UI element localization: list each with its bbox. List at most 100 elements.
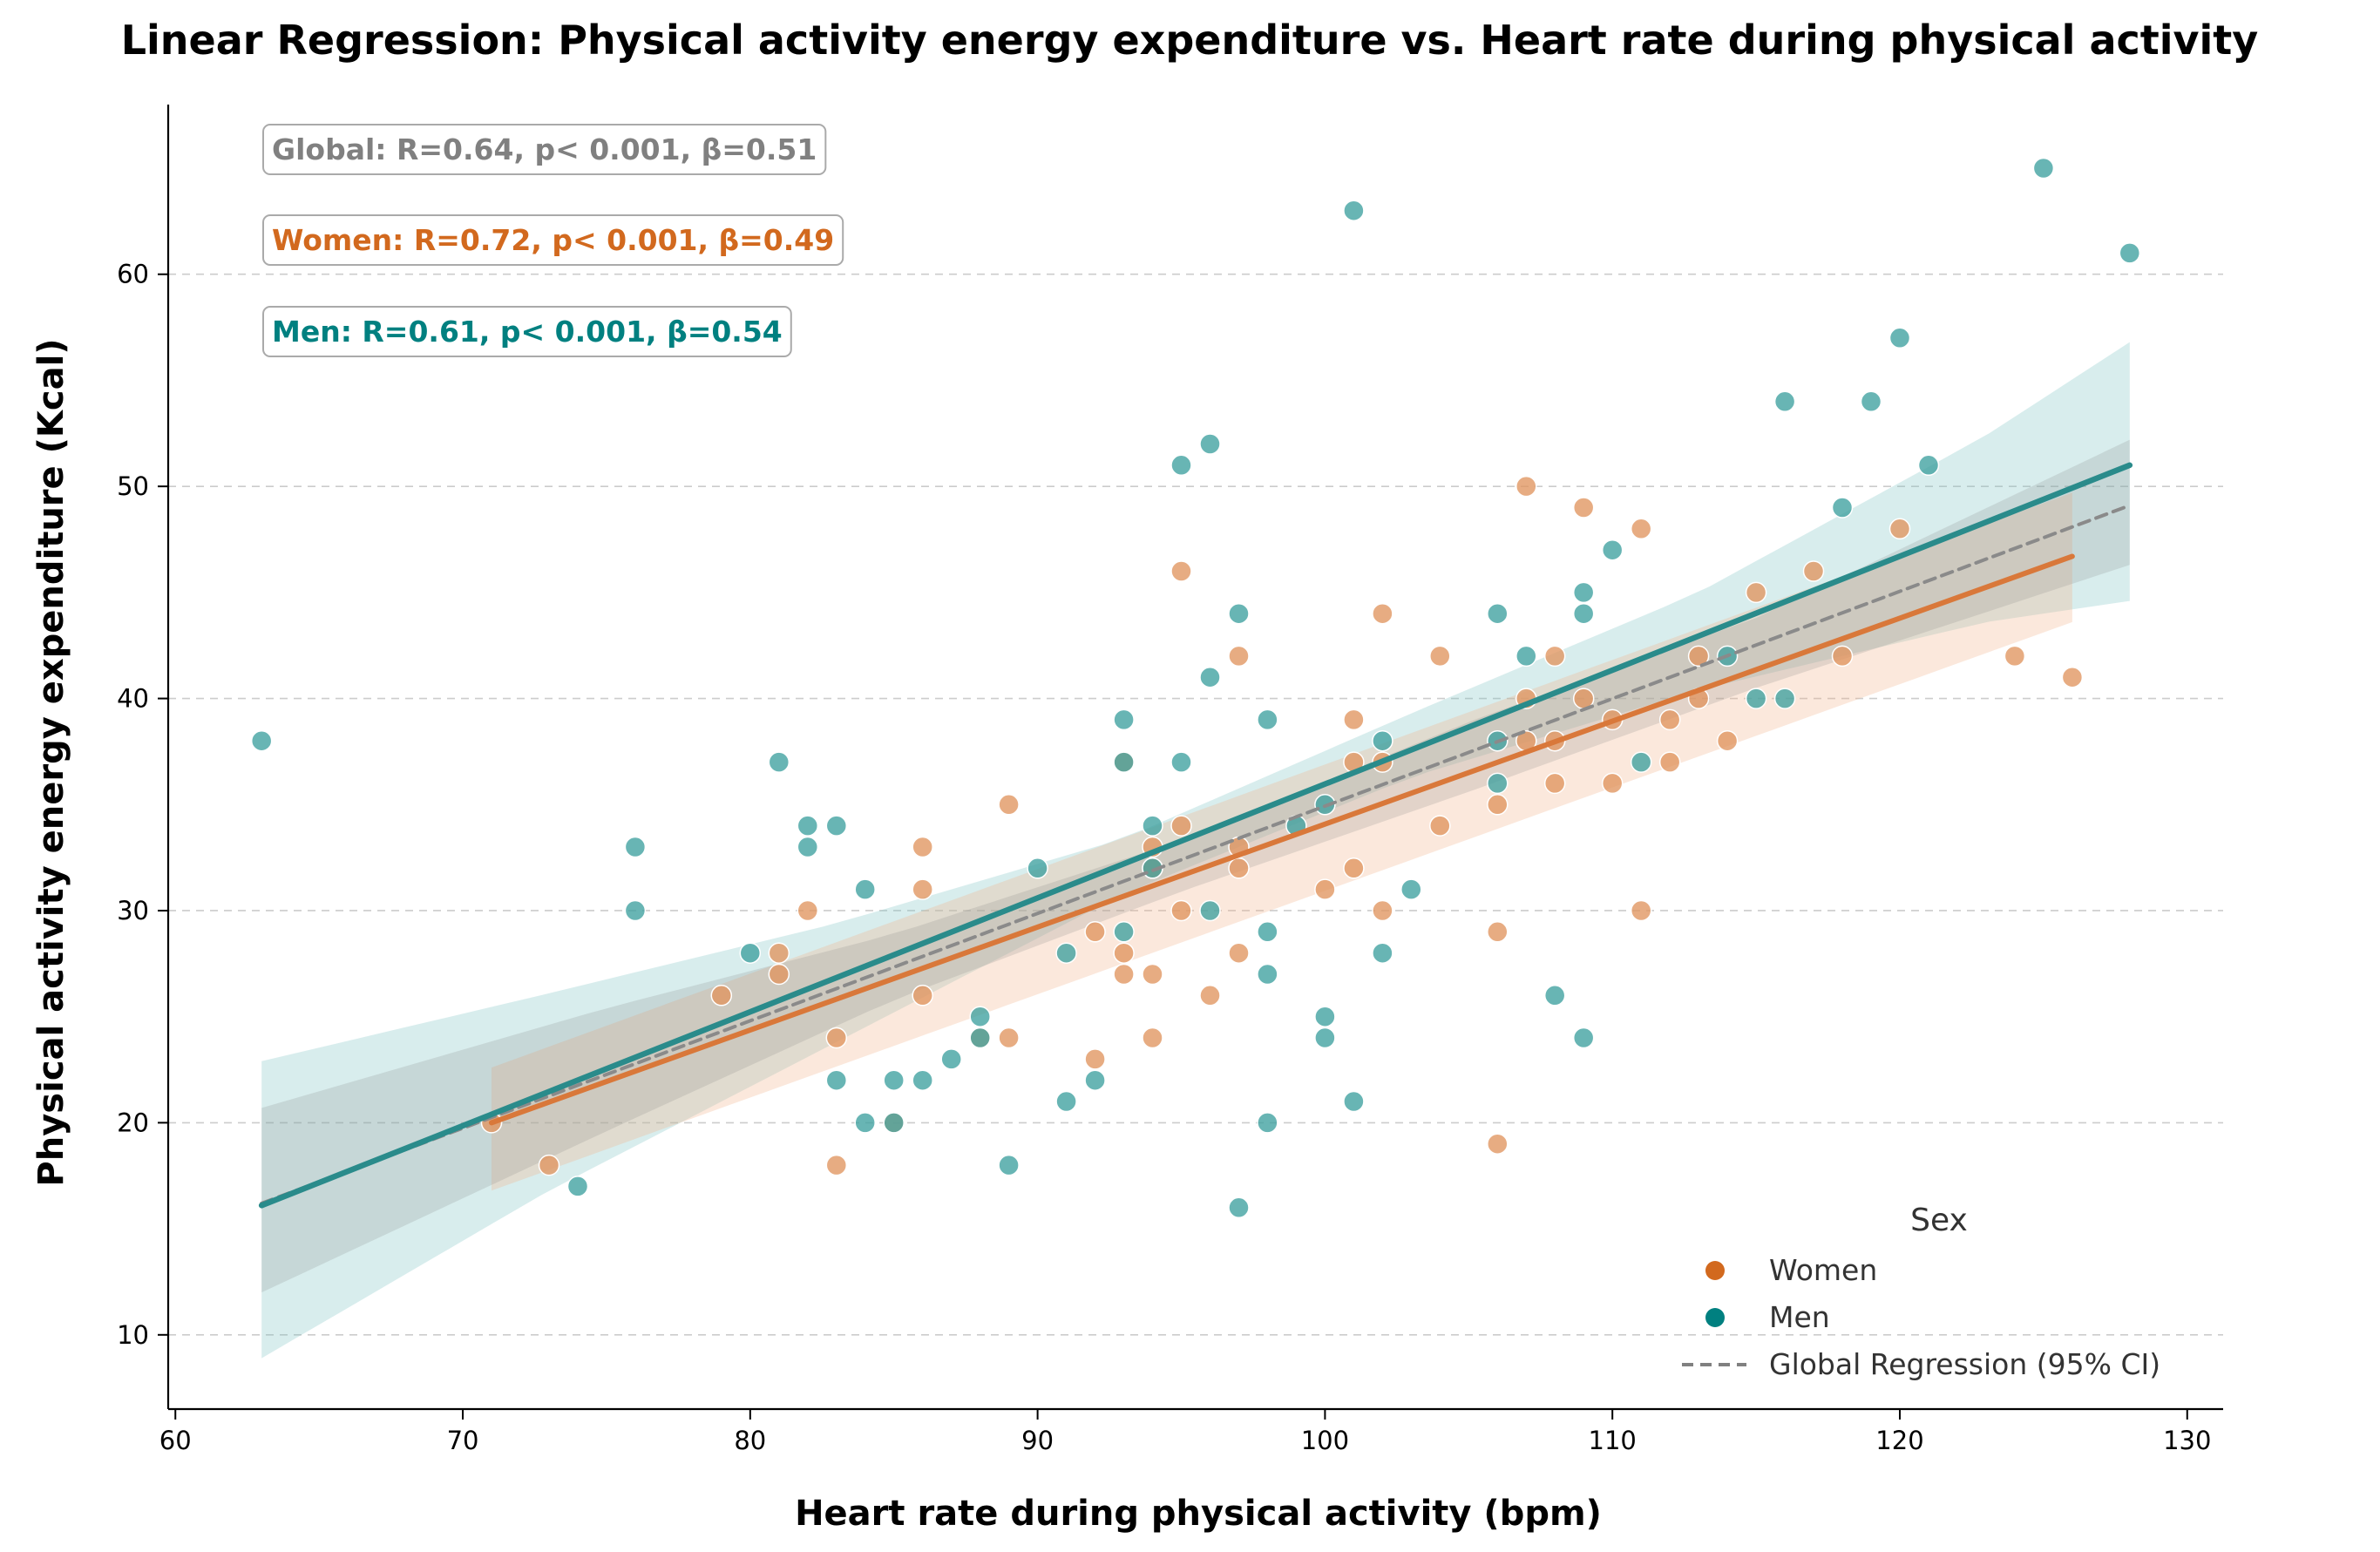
women-stats-annotation: Women: R=0.72, p< 0.001, β=0.49 bbox=[262, 214, 844, 266]
men-point bbox=[2032, 157, 2055, 180]
annotation-box bbox=[262, 214, 844, 266]
men-point bbox=[854, 1112, 876, 1134]
women-point bbox=[912, 878, 933, 900]
legend-item-men: Men bbox=[1705, 1300, 1830, 1334]
women-point bbox=[710, 985, 733, 1006]
women-point bbox=[1429, 815, 1451, 837]
men-point bbox=[1572, 1027, 1595, 1049]
women-point bbox=[825, 1154, 848, 1176]
women-point bbox=[1343, 857, 1365, 879]
men-point bbox=[1199, 899, 1221, 922]
women-point bbox=[768, 963, 790, 986]
women-point bbox=[998, 1027, 1020, 1049]
men-point bbox=[797, 836, 819, 858]
confidence-bands bbox=[261, 342, 2130, 1359]
women-point bbox=[1170, 560, 1192, 582]
men-point bbox=[1630, 751, 1652, 773]
men-point bbox=[1199, 666, 1221, 688]
women-point bbox=[1228, 942, 1250, 964]
women-point bbox=[1199, 985, 1221, 1006]
women-point bbox=[2004, 645, 2026, 668]
women-point bbox=[1543, 772, 1566, 795]
women-regression-line bbox=[489, 553, 2075, 1126]
women-point bbox=[1487, 794, 1509, 816]
men-point bbox=[1027, 857, 1048, 879]
women-point bbox=[1888, 518, 1911, 540]
men-point bbox=[969, 1006, 991, 1027]
men-point bbox=[1487, 772, 1509, 795]
tick-labels: 60 70 80 90 100 110 120 130 10 20 30 40 50 60 bbox=[117, 260, 2211, 1455]
women-point bbox=[797, 899, 819, 922]
x-tick-label: 110 bbox=[1589, 1426, 1637, 1455]
y-tick-label: 30 bbox=[117, 896, 149, 925]
scatter-points bbox=[250, 157, 2141, 1219]
y-tick-label: 10 bbox=[117, 1320, 149, 1350]
men-point bbox=[1257, 921, 1278, 943]
women-point bbox=[1372, 602, 1393, 625]
women-point bbox=[1658, 751, 1681, 773]
men-point bbox=[912, 1069, 933, 1091]
legend-item-global: Global Regression (95% CI) bbox=[1682, 1347, 2160, 1381]
men-point bbox=[1572, 602, 1595, 625]
y-tick-label: 50 bbox=[117, 471, 149, 501]
men-point bbox=[1142, 815, 1163, 837]
women-point bbox=[825, 1027, 848, 1049]
men-point bbox=[998, 1154, 1020, 1176]
legend-label: Men bbox=[1769, 1300, 1830, 1334]
men-point bbox=[624, 836, 647, 858]
men-point bbox=[1543, 985, 1566, 1006]
stats-annotations: Global: R=0.64, p< 0.001, β=0.51 Women: R… bbox=[262, 124, 844, 357]
men-point bbox=[883, 1069, 905, 1091]
men-point bbox=[1199, 433, 1221, 455]
x-tick-label: 60 bbox=[159, 1426, 192, 1455]
men-point bbox=[1113, 751, 1135, 773]
annotation-text: Men: R=0.61, p< 0.001, β=0.54 bbox=[272, 315, 783, 349]
men-point bbox=[1228, 1196, 1250, 1219]
women-point bbox=[1831, 645, 1854, 668]
women-point bbox=[1487, 921, 1509, 943]
x-tick-label: 130 bbox=[2163, 1426, 2211, 1455]
women-point bbox=[1716, 729, 1739, 752]
men-point bbox=[854, 878, 876, 900]
women-point bbox=[1372, 899, 1393, 922]
men-point bbox=[825, 815, 848, 837]
men-point bbox=[1055, 1090, 1077, 1113]
men-point bbox=[1515, 645, 1537, 668]
men-point bbox=[1860, 390, 1882, 413]
women-point bbox=[1142, 1027, 1163, 1049]
men-point bbox=[739, 942, 762, 964]
men-point bbox=[1400, 878, 1422, 900]
women-point bbox=[1113, 942, 1135, 964]
women-point bbox=[1572, 497, 1595, 518]
women-point bbox=[912, 985, 933, 1006]
women-point bbox=[1084, 921, 1106, 943]
legend-women-marker bbox=[1705, 1261, 1725, 1280]
women-point bbox=[1228, 645, 1250, 668]
annotation-box bbox=[262, 124, 827, 175]
women-point bbox=[1658, 708, 1681, 731]
men-point bbox=[1372, 942, 1393, 964]
women-point bbox=[1170, 899, 1192, 922]
men-point bbox=[1314, 1006, 1336, 1027]
grid bbox=[168, 273, 2223, 1336]
women-point bbox=[1429, 645, 1451, 668]
women-point bbox=[1487, 1133, 1509, 1155]
legend-item-women: Women bbox=[1705, 1253, 1877, 1287]
men-point bbox=[1055, 942, 1077, 964]
men-point bbox=[1372, 729, 1393, 752]
men-point bbox=[969, 1027, 991, 1049]
men-point bbox=[624, 899, 647, 922]
women-point bbox=[1515, 475, 1537, 498]
men-point bbox=[1257, 1112, 1278, 1134]
men-ci-band bbox=[261, 342, 2130, 1359]
men-point bbox=[797, 815, 819, 837]
legend-label: Global Regression (95% CI) bbox=[1769, 1347, 2160, 1381]
women-point bbox=[912, 836, 933, 858]
y-tick-label: 60 bbox=[117, 260, 149, 289]
men-point bbox=[1745, 688, 1767, 709]
men-point bbox=[1257, 708, 1278, 731]
y-tick-label: 20 bbox=[117, 1108, 149, 1137]
x-tick-label: 90 bbox=[1021, 1426, 1054, 1455]
women-point bbox=[768, 942, 790, 964]
